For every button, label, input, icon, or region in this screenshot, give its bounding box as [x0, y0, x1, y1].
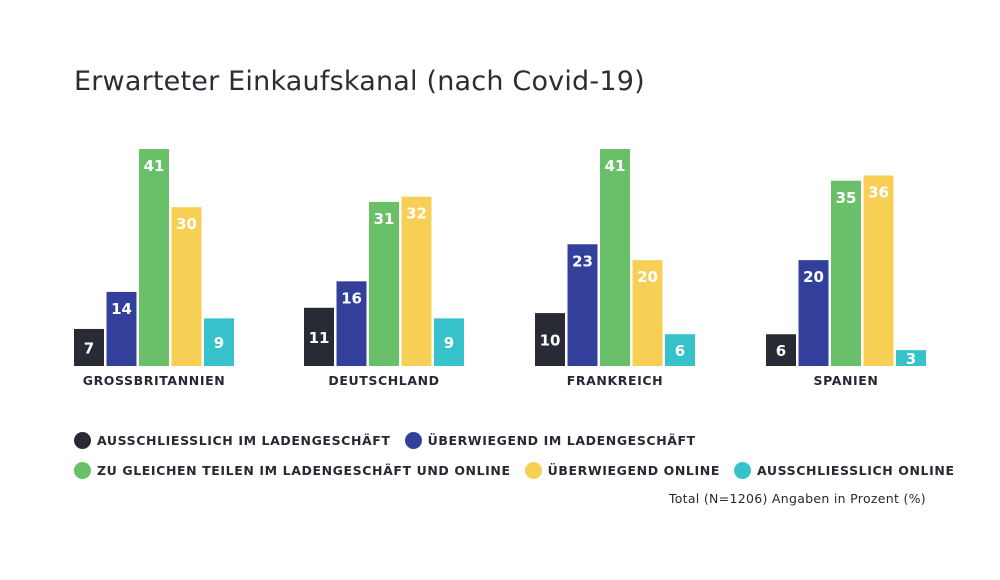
data-label: 9 [214, 334, 224, 352]
bar-chart: 7 14 41 30 9 GROSSBRITANNIEN 11 16 31 32 9 DEUTSCHL… [74, 149, 926, 388]
data-label: 30 [176, 215, 197, 233]
data-label: 36 [868, 183, 889, 201]
legend-item-mostly-online[interactable]: ÜBERWIEGEND ONLINE [524, 462, 720, 479]
bar-frankreich-series-0 [535, 313, 565, 366]
data-label: 7 [84, 339, 94, 357]
data-label: 3 [906, 350, 916, 368]
bar-spanien-series-2 [831, 180, 861, 366]
category-label: DEUTSCHLAND [328, 373, 439, 388]
category-label: FRANKREICH [567, 373, 663, 388]
data-label: 32 [406, 205, 427, 223]
data-label: 11 [309, 329, 330, 347]
data-label: 6 [675, 342, 685, 360]
footnote: Total (N=1206) Angaben in Prozent (%) [668, 491, 926, 506]
bar-deutschland-series-3 [401, 196, 432, 366]
legend-dot-icon [733, 462, 751, 479]
legend-item-exclusive-store[interactable]: AUSSCHLIESSLICH IM LADENGESCHÄFT [74, 432, 391, 449]
legend-dot-icon [74, 432, 91, 449]
data-label: 14 [111, 300, 132, 318]
legend-label: ZU GLEICHEN TEILEN IM LADENGESCHÄFT UND … [97, 463, 511, 478]
category-label: GROSSBRITANNIEN [83, 373, 226, 388]
legend-label: AUSSCHLIESSLICH IM LADENGESCHÄFT [97, 433, 391, 448]
data-label: 16 [341, 289, 362, 307]
data-label: 10 [540, 332, 561, 350]
bar-spanien-series-4 [896, 350, 926, 366]
bar-spanien-series-1 [798, 260, 829, 366]
bar-frankreich-series-4 [665, 334, 695, 366]
bar-deutschland-series-0 [304, 307, 334, 366]
data-label: 20 [637, 268, 658, 286]
bar-grossbritannien-series-2 [139, 149, 169, 366]
legend-dot-icon [74, 462, 91, 479]
bar-deutschland-series-1 [336, 281, 367, 366]
legend-dot-icon [524, 462, 542, 479]
data-label: 23 [572, 252, 593, 270]
bar-frankreich-series-3 [632, 260, 663, 366]
legend-dot-icon [404, 432, 422, 449]
category-label: SPANIEN [813, 373, 878, 388]
legend-item-mostly-store[interactable]: ÜBERWIEGEND IM LADENGESCHÄFT [404, 432, 696, 449]
data-label: 35 [836, 189, 857, 207]
data-label: 31 [374, 210, 395, 228]
data-label: 41 [144, 157, 165, 175]
legend-label: ÜBERWIEGEND IM LADENGESCHÄFT [427, 433, 696, 448]
legend-label: ÜBERWIEGEND ONLINE [547, 463, 720, 478]
legend-row-1: AUSSCHLIESSLICH IM LADENGESCHÄFT ÜBERWIE… [74, 432, 710, 449]
data-label: 20 [803, 268, 824, 286]
legend-row-2: ZU GLEICHEN TEILEN IM LADENGESCHÄFT UND … [74, 462, 969, 479]
bar-spanien-series-0 [766, 334, 796, 366]
bar-frankreich-series-1 [567, 244, 598, 366]
legend-label: AUSSCHLIESSLICH ONLINE [756, 463, 955, 478]
data-label: 6 [776, 342, 786, 360]
bar-deutschland-series-2 [369, 201, 399, 366]
bar-deutschland-series-4 [434, 318, 464, 366]
bar-frankreich-series-2 [600, 149, 630, 366]
data-label: 9 [444, 334, 454, 352]
chart-title: Erwarteter Einkaufskanal (nach Covid-19) [74, 66, 645, 97]
bar-spanien-series-3 [863, 175, 894, 366]
bar-grossbritannien-series-4 [204, 318, 234, 366]
legend-item-exclusive-online[interactable]: AUSSCHLIESSLICH ONLINE [733, 462, 955, 479]
bar-grossbritannien-series-0 [74, 328, 104, 366]
bar-grossbritannien-series-3 [171, 207, 202, 366]
data-label: 41 [605, 157, 626, 175]
legend-item-equal-parts[interactable]: ZU GLEICHEN TEILEN IM LADENGESCHÄFT UND … [74, 462, 511, 479]
bar-grossbritannien-series-1 [106, 291, 137, 366]
